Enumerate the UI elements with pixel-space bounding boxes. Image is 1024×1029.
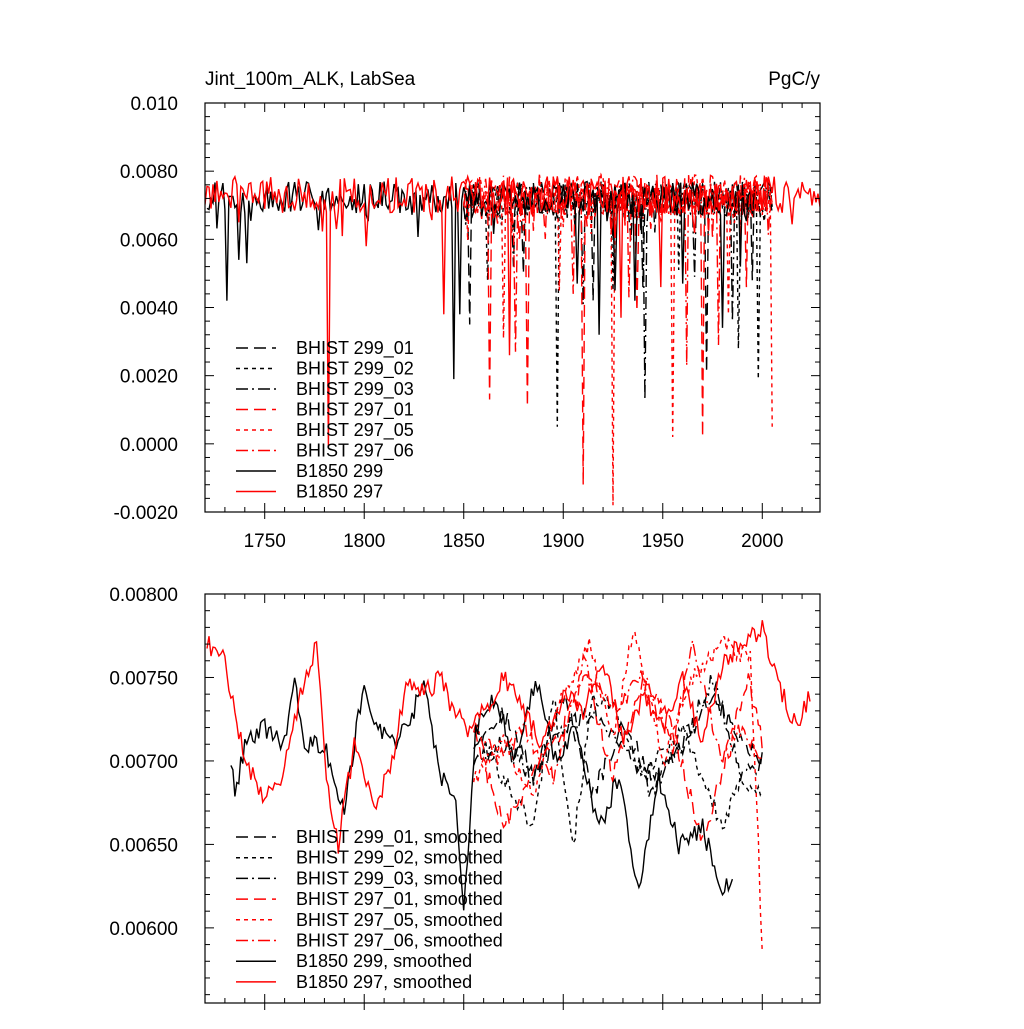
series-line-b1850-299-smoothed: [230, 677, 734, 911]
legend-label: BHIST 297_01, smoothed: [296, 889, 503, 910]
y-tick-label: 0.00750: [109, 668, 178, 689]
legend-label: BHIST 297_05: [296, 420, 414, 441]
bottom-panel: 0.00600 0.00650 0.00700 0.00750 0.00800 BHIST…: [109, 585, 821, 1010]
x-tick-label: 1800: [343, 531, 385, 552]
series-line-b1850-297-smoothed: [206, 620, 811, 854]
legend-label: B1850 299, smoothed: [296, 951, 472, 971]
y-tick-label: 0.00800: [109, 585, 178, 606]
y-tick-label: -0.0020: [114, 503, 178, 524]
x-tick-label: 2000: [741, 531, 783, 552]
legend-label: B1850 299: [296, 461, 383, 481]
units-label: PgC/y: [768, 69, 820, 90]
y-tick-label: 0.0040: [120, 299, 178, 320]
x-tick-label: 1950: [642, 531, 684, 552]
legend-label: BHIST 299_02, smoothed: [296, 848, 503, 869]
top-panel: 1750 1800 1850 1900 1950 2000 -0.0020 0.0000 0.0…: [114, 94, 821, 552]
x-tick-label: 1900: [542, 531, 584, 552]
x-tick-label: 1750: [244, 531, 286, 552]
series-line-b1850-297: [205, 174, 820, 448]
x-tick-label: 1850: [443, 531, 485, 552]
legend-label: BHIST 297_06: [296, 441, 414, 462]
legend-label: B1850 297, smoothed: [296, 972, 472, 992]
series-line-bhist-297-01-smoothed: [473, 673, 763, 841]
legend-label: BHIST 297_05, smoothed: [296, 910, 503, 931]
y-tick-label: 0.00700: [109, 752, 178, 773]
y-tick-label: 0.0060: [120, 230, 178, 251]
series-line-bhist-297-06-smoothed: [473, 640, 763, 785]
plot-area: [206, 620, 811, 953]
legend-label: BHIST 299_03, smoothed: [296, 868, 503, 889]
series-line-bhist-297-06: [463, 174, 773, 366]
y-tick-label: 0.0020: [120, 367, 178, 388]
series-line-bhist-299-03-smoothed: [473, 675, 763, 797]
y-tick-label: 0.0080: [120, 162, 178, 183]
legend-label: BHIST 299_01: [296, 338, 414, 359]
plot-area: [205, 172, 820, 506]
legend-label: BHIST 297_06, smoothed: [296, 931, 503, 952]
legend-label: B1850 297: [296, 482, 383, 502]
legend-label: BHIST 299_02: [296, 359, 414, 380]
legend-label: BHIST 299_03: [296, 379, 414, 400]
series-line-bhist-297-05-smoothed: [473, 630, 763, 953]
series-line-bhist-299-01-smoothed: [473, 692, 763, 798]
legend-label: BHIST 297_01: [296, 400, 414, 421]
y-tick-label: 0.0000: [120, 435, 178, 456]
chart-title: Jint_100m_ALK, LabSea: [205, 69, 416, 90]
y-tick-label: 0.00650: [109, 835, 178, 856]
y-tick-label: 0.00600: [109, 919, 178, 940]
plot-frame: [204, 593, 821, 1004]
y-tick-label: 0.010: [130, 94, 178, 115]
series-line-bhist-299-02-smoothed: [473, 693, 763, 846]
legend-label: BHIST 299_01, smoothed: [296, 827, 503, 848]
